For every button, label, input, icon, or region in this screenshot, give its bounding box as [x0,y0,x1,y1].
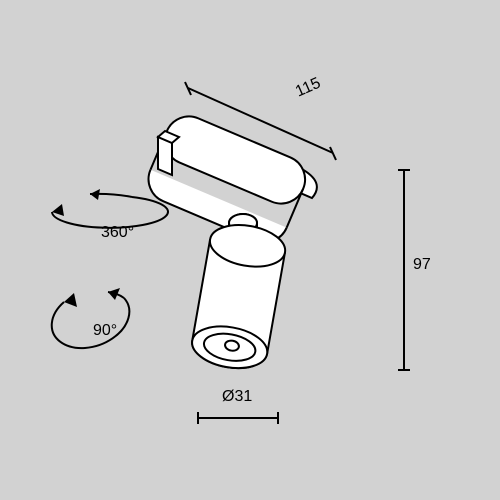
dim-bar-bottom [198,412,278,424]
label-rotation-90: 90° [93,322,117,340]
rotation-arrow-90 [52,288,130,348]
drawing-svg [0,0,500,500]
label-diameter-bottom: Ø31 [222,388,252,406]
technical-drawing: 115 97 Ø31 360° 90° [0,0,500,500]
label-rotation-360: 360° [101,224,134,242]
rotation-arrow-360 [52,189,168,228]
spotlight-cylinder [189,220,289,374]
dim-bar-right [398,170,410,370]
label-height-right: 97 [413,256,431,274]
